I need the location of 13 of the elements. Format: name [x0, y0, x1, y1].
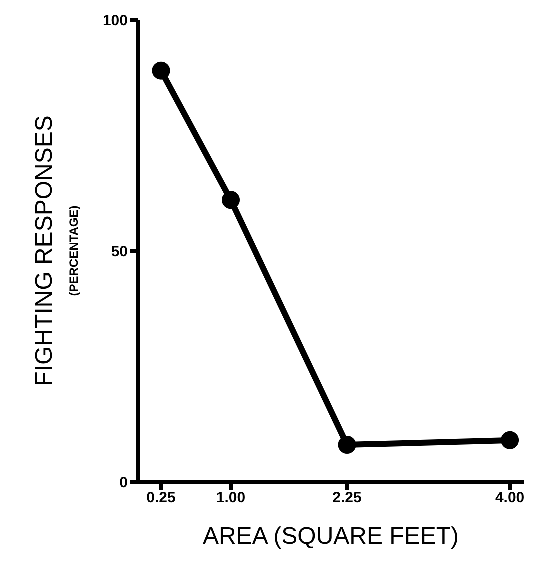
y-tick-label: 50 [111, 243, 128, 260]
x-axis-title: AREA (SQUARE FEET) [202, 523, 460, 550]
point [222, 191, 240, 210]
x-tick-label: 1.00 [216, 490, 246, 507]
point [501, 431, 520, 450]
y-axis-title: FIGHTING RESPONSES (PERCENTAGE) [31, 116, 81, 386]
x-tick-label: 0.25 [146, 490, 176, 507]
y-tick-label: 100 [102, 12, 128, 30]
x-tick-label: 4.00 [495, 490, 525, 507]
point [152, 62, 170, 80]
point [338, 436, 356, 454]
x-tick-label: 2.25 [332, 490, 362, 507]
y-tick-label: 0 [120, 474, 128, 492]
